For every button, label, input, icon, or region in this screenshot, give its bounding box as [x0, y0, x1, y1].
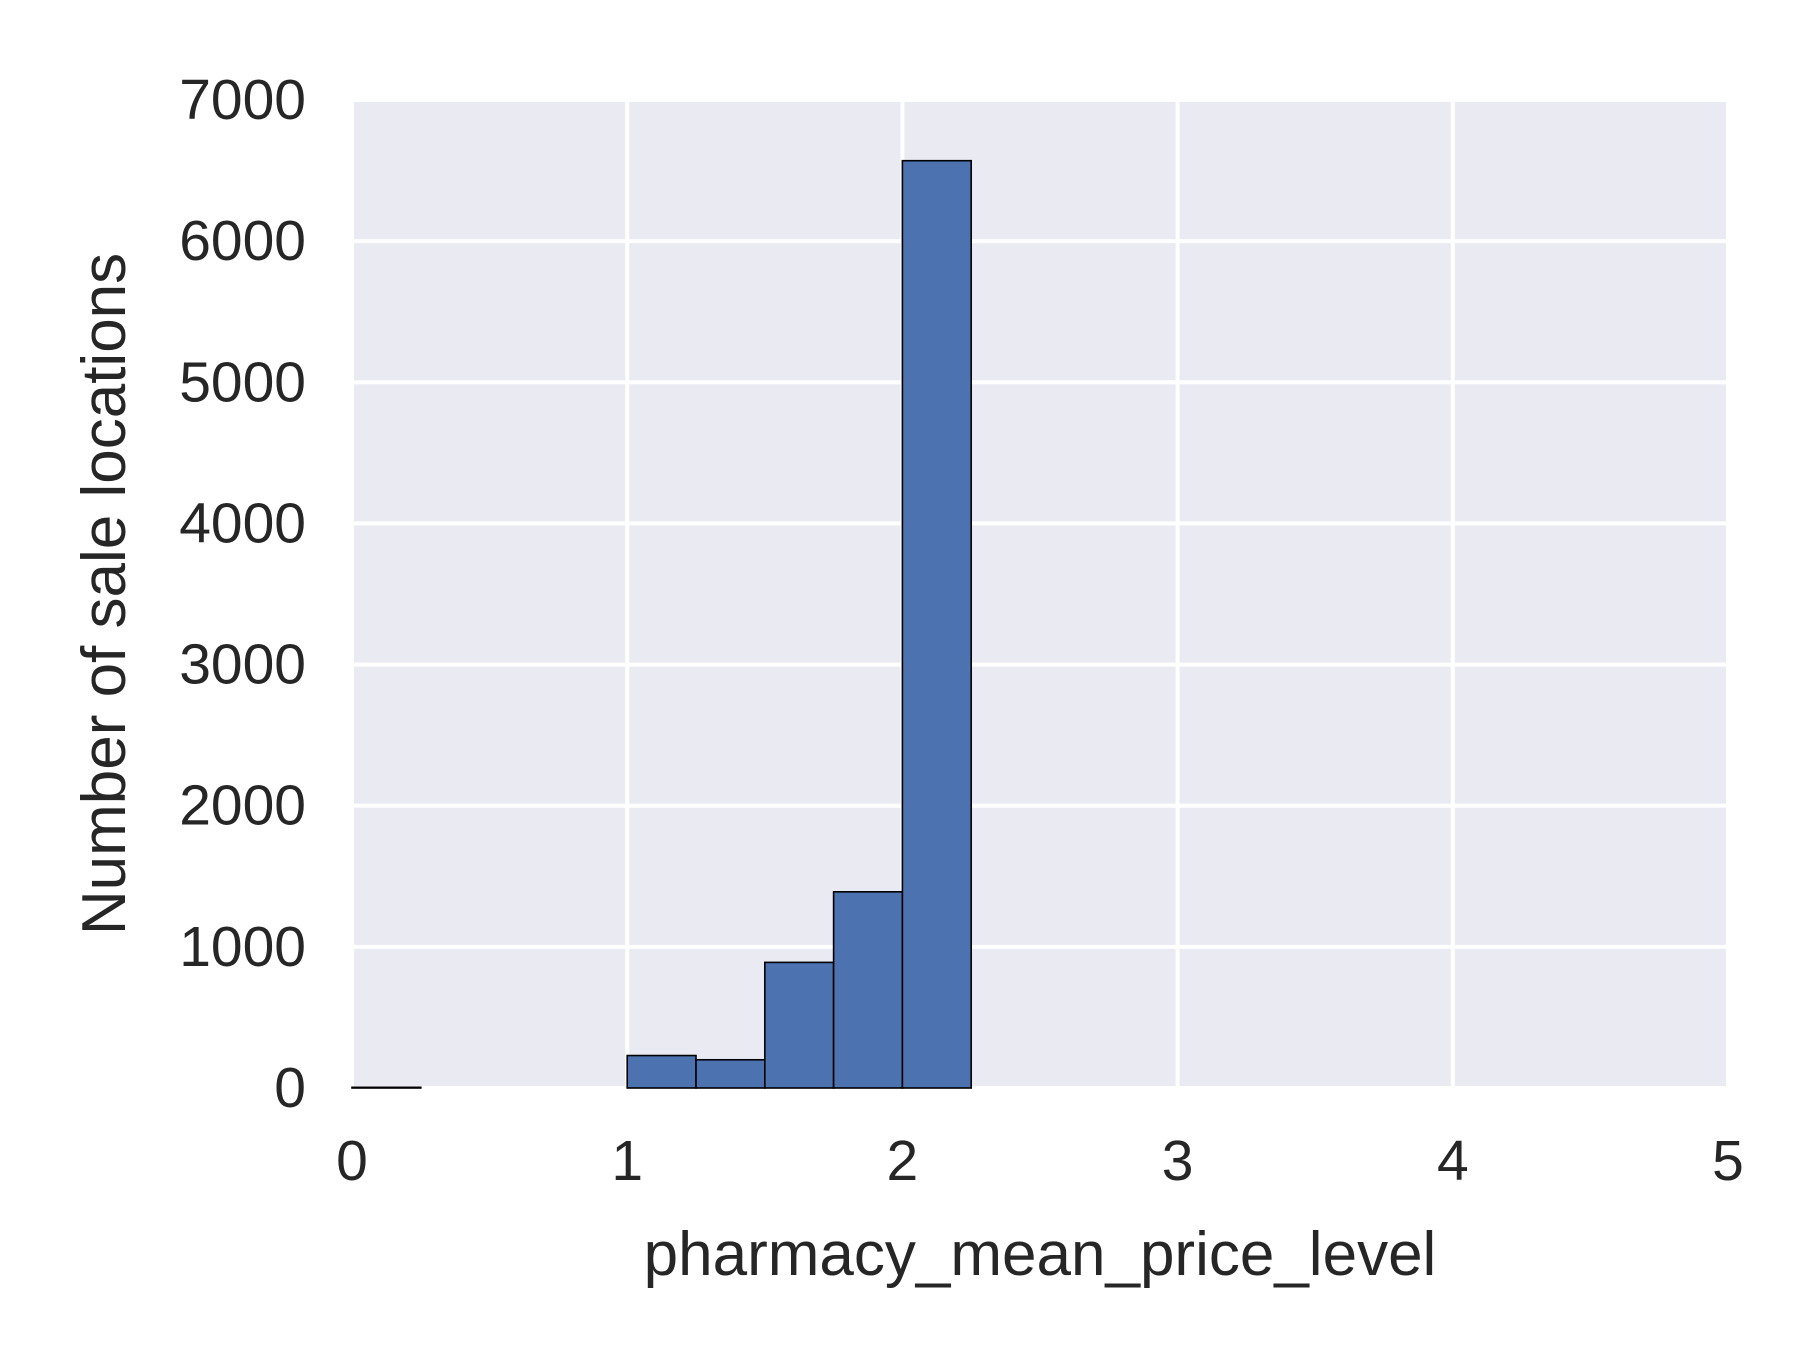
y-tick-label-1000: 1000 — [179, 915, 306, 979]
grid-lines — [350, 98, 1730, 1090]
x-tick-label-2: 2 — [887, 1129, 919, 1193]
y-tick-label-4000: 4000 — [179, 491, 306, 555]
histogram-bar-6 — [763, 961, 835, 1089]
y-tick-label-7000: 7000 — [179, 68, 306, 132]
histogram-bar-8 — [901, 159, 973, 1089]
y-axis-label: Number of sale locations — [70, 253, 139, 935]
histogram-bar-7 — [832, 891, 904, 1089]
histogram-bar-4 — [626, 1054, 697, 1089]
y-tick-label-5000: 5000 — [179, 350, 306, 414]
x-tick-label-0: 0 — [336, 1129, 368, 1193]
x-axis-label: pharmacy_mean_price_level — [644, 1220, 1437, 1289]
histogram-bars — [351, 159, 973, 1089]
x-tick-label-4: 4 — [1437, 1129, 1469, 1193]
y-tick-label-2000: 2000 — [179, 774, 306, 838]
y-tick-label-0: 0 — [274, 1056, 306, 1120]
x-tick-label-5: 5 — [1712, 1129, 1744, 1193]
y-tick-label-6000: 6000 — [179, 209, 306, 273]
x-tick-label-1: 1 — [611, 1129, 643, 1193]
y-tick-label-3000: 3000 — [179, 633, 306, 697]
histogram-bar-5 — [695, 1058, 766, 1089]
tick-labels: 0 1 2 3 4 5 0 1000 2000 3000 4000 5000 6000 7000 — [179, 68, 1744, 1193]
plot-background — [352, 100, 1728, 1088]
histogram-bar-0 — [351, 1086, 422, 1089]
x-tick-label-3: 3 — [1162, 1129, 1194, 1193]
